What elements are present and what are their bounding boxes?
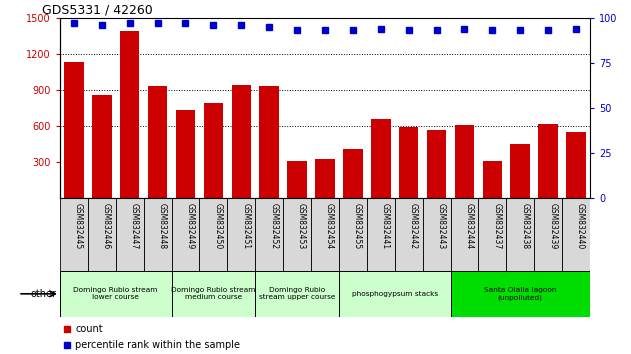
Text: percentile rank within the sample: percentile rank within the sample <box>75 340 240 350</box>
Bar <box>451 198 478 271</box>
Bar <box>506 198 534 271</box>
Bar <box>311 198 339 271</box>
Text: Domingo Rubio
stream upper course: Domingo Rubio stream upper course <box>259 287 335 300</box>
Bar <box>172 271 255 317</box>
Bar <box>339 271 451 317</box>
Text: GSM832453: GSM832453 <box>297 203 306 250</box>
Text: GSM832439: GSM832439 <box>548 203 557 250</box>
Text: GSM832440: GSM832440 <box>576 203 585 250</box>
Bar <box>88 198 115 271</box>
Bar <box>534 198 562 271</box>
Text: Domingo Rubio stream
lower course: Domingo Rubio stream lower course <box>73 287 158 300</box>
Bar <box>423 198 451 271</box>
Bar <box>478 198 506 271</box>
Text: Santa Olalla lagoon
(unpolluted): Santa Olalla lagoon (unpolluted) <box>484 287 557 301</box>
Text: GDS5331 / 42260: GDS5331 / 42260 <box>42 4 153 17</box>
Text: other: other <box>31 289 57 299</box>
Text: GSM832451: GSM832451 <box>241 203 251 250</box>
Bar <box>367 198 395 271</box>
Text: GSM832438: GSM832438 <box>520 203 529 250</box>
Text: count: count <box>75 324 103 333</box>
Bar <box>92 95 112 198</box>
Bar <box>227 198 255 271</box>
Bar <box>427 130 446 198</box>
Bar <box>343 149 363 198</box>
Text: GSM832455: GSM832455 <box>353 203 362 250</box>
Text: GSM832450: GSM832450 <box>213 203 222 250</box>
Bar <box>115 198 144 271</box>
Text: GSM832447: GSM832447 <box>130 203 139 250</box>
Text: GSM832449: GSM832449 <box>186 203 194 250</box>
Bar <box>60 198 88 271</box>
Bar <box>144 198 172 271</box>
Text: GSM832442: GSM832442 <box>409 203 418 250</box>
Bar <box>259 86 279 198</box>
Text: Domingo Rubio stream
medium course: Domingo Rubio stream medium course <box>171 287 256 300</box>
Bar <box>483 161 502 198</box>
Bar <box>255 198 283 271</box>
Bar <box>395 198 423 271</box>
Bar <box>148 86 167 198</box>
Text: GSM832441: GSM832441 <box>380 203 390 250</box>
Text: GSM832445: GSM832445 <box>74 203 83 250</box>
Text: GSM832454: GSM832454 <box>325 203 334 250</box>
Text: GSM832444: GSM832444 <box>464 203 473 250</box>
Bar <box>204 103 223 198</box>
Bar <box>316 159 334 198</box>
Bar <box>455 125 475 198</box>
Bar <box>399 127 418 198</box>
Bar <box>175 110 195 198</box>
Bar <box>538 124 558 198</box>
Bar <box>199 198 227 271</box>
Bar <box>339 198 367 271</box>
Bar <box>120 31 139 198</box>
Text: GSM832443: GSM832443 <box>437 203 445 250</box>
Text: GSM832437: GSM832437 <box>492 203 502 250</box>
Bar <box>60 271 172 317</box>
Bar <box>371 119 391 198</box>
Bar <box>283 198 311 271</box>
Bar <box>255 271 339 317</box>
Text: phosphogypsum stacks: phosphogypsum stacks <box>351 291 438 297</box>
Bar <box>64 62 84 198</box>
Text: GSM832452: GSM832452 <box>269 203 278 250</box>
Bar <box>287 161 307 198</box>
Bar <box>451 271 590 317</box>
Bar <box>172 198 199 271</box>
Bar <box>566 132 586 198</box>
Bar <box>562 198 590 271</box>
Bar <box>232 85 251 198</box>
Text: GSM832446: GSM832446 <box>102 203 111 250</box>
Text: GSM832448: GSM832448 <box>158 203 167 250</box>
Bar <box>510 144 530 198</box>
